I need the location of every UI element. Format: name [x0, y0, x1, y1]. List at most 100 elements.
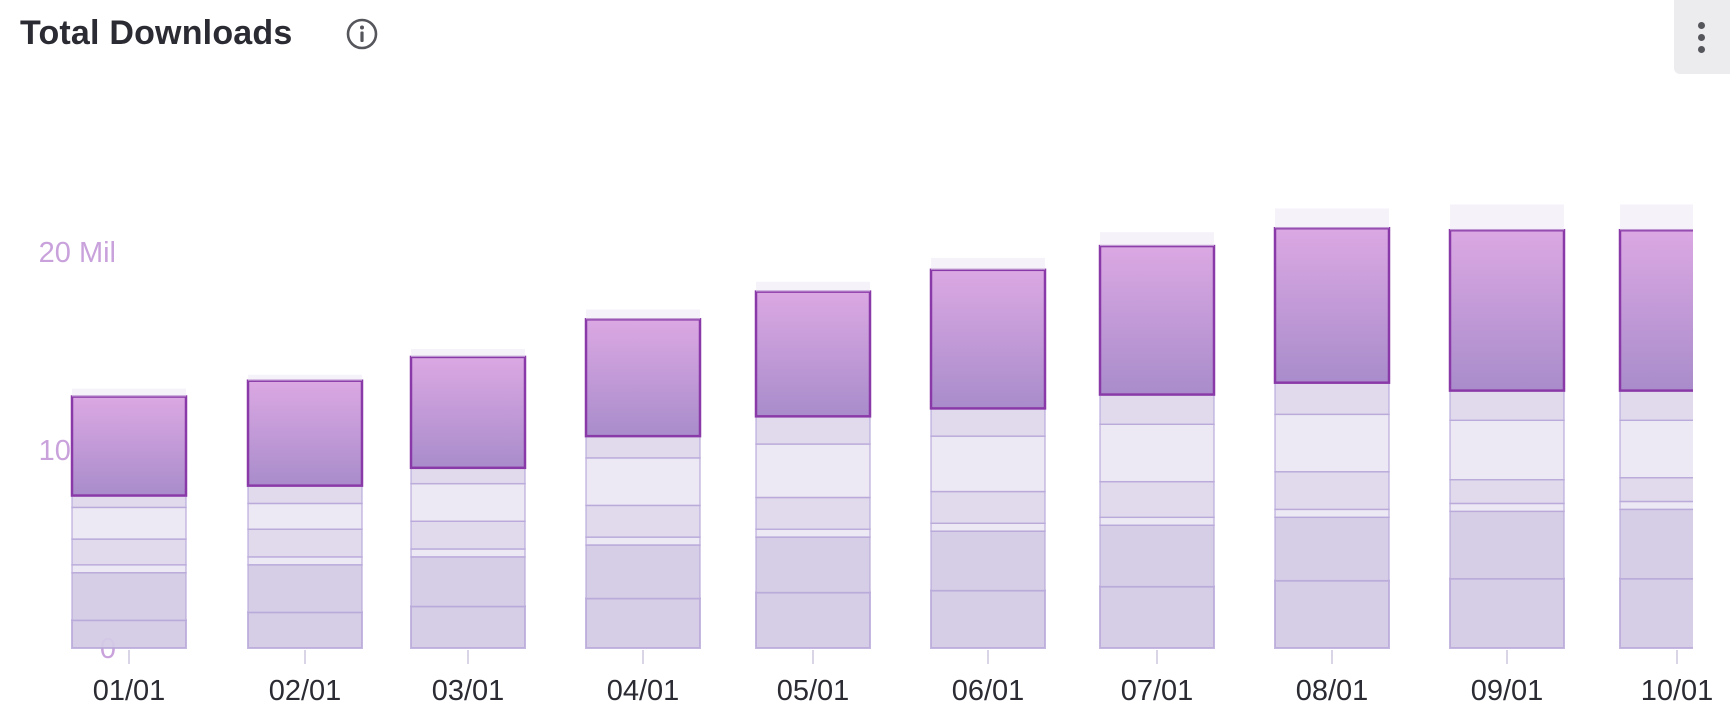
- bar-segment[interactable]: [72, 388, 186, 397]
- bar-segment[interactable]: [1620, 204, 1730, 231]
- bar-segment[interactable]: [1449, 577, 1565, 650]
- bar-segment[interactable]: [71, 494, 187, 509]
- bar-segment[interactable]: [930, 530, 1046, 592]
- bar-segment[interactable]: [586, 309, 700, 320]
- bar-segment[interactable]: [1274, 516, 1390, 582]
- bar-segment[interactable]: [1099, 480, 1215, 519]
- bar-segment-primary[interactable]: [584, 318, 702, 438]
- bar-segment[interactable]: [1619, 419, 1730, 479]
- bar-stack[interactable]: [1273, 208, 1391, 649]
- bar-segment[interactable]: [930, 407, 1046, 437]
- bar-segment[interactable]: [755, 591, 871, 649]
- bar-segment[interactable]: [71, 619, 187, 650]
- bar-segment[interactable]: [410, 605, 526, 649]
- bar-segment[interactable]: [1099, 585, 1215, 649]
- bar-stack[interactable]: [1098, 232, 1216, 649]
- bar-stack[interactable]: [70, 388, 188, 650]
- bar-stack[interactable]: [1618, 204, 1730, 650]
- x-tick-label: 07/01: [1121, 675, 1194, 707]
- bar-segment[interactable]: [1619, 577, 1730, 650]
- bar-segment-primary[interactable]: [1098, 244, 1216, 396]
- bar-segment[interactable]: [247, 528, 363, 558]
- bar-segment-primary[interactable]: [246, 379, 364, 487]
- bar-segment[interactable]: [1100, 232, 1214, 247]
- bar-segment[interactable]: [71, 572, 187, 621]
- bar-segment[interactable]: [585, 544, 701, 600]
- bar-segment[interactable]: [71, 506, 187, 540]
- bar-segment[interactable]: [247, 484, 363, 505]
- bar-segment[interactable]: [930, 435, 1046, 493]
- more-vertical-icon[interactable]: [1674, 0, 1730, 74]
- bar-segment[interactable]: [756, 281, 870, 292]
- bar-segment[interactable]: [71, 564, 187, 574]
- bar-segment[interactable]: [585, 457, 701, 507]
- bar-segment[interactable]: [1449, 389, 1565, 422]
- bar-segment-primary[interactable]: [929, 268, 1047, 410]
- bar-segment[interactable]: [1619, 389, 1730, 422]
- x-axis: 01/01 02/01 03/01 04/01 05/01 06/01 07/01 08/01…: [93, 650, 1713, 707]
- bar-segment[interactable]: [755, 536, 871, 594]
- bar-segment[interactable]: [1619, 508, 1730, 580]
- bar-stack[interactable]: [754, 281, 872, 649]
- bar-segment-primary[interactable]: [409, 355, 527, 470]
- bar-segment-primary[interactable]: [754, 290, 872, 418]
- bar-segment[interactable]: [585, 504, 701, 538]
- bar-segment[interactable]: [71, 538, 187, 566]
- bars-group: [70, 204, 1730, 650]
- bar-segment[interactable]: [1274, 381, 1390, 416]
- bar-segment[interactable]: [1274, 471, 1390, 511]
- bar-segment[interactable]: [411, 349, 525, 357]
- bar-segment[interactable]: [1274, 579, 1390, 649]
- bar-segment[interactable]: [585, 536, 701, 546]
- bar-segment[interactable]: [1099, 516, 1215, 526]
- chart-title: Total Downloads: [20, 14, 293, 52]
- bar-segment-primary[interactable]: [1273, 226, 1391, 384]
- bar-segment[interactable]: [930, 490, 1046, 524]
- bar-segment[interactable]: [410, 548, 526, 558]
- bar-segment[interactable]: [755, 528, 871, 538]
- bar-segment[interactable]: [930, 522, 1046, 532]
- bar-segment[interactable]: [1450, 204, 1564, 231]
- bar-segment[interactable]: [247, 556, 363, 566]
- bar-segment[interactable]: [1619, 477, 1730, 503]
- bar-segment[interactable]: [1449, 419, 1565, 481]
- bar-segment[interactable]: [410, 520, 526, 550]
- bar-segment[interactable]: [1449, 502, 1565, 513]
- bar-segment-primary[interactable]: [70, 395, 188, 497]
- bar-segment[interactable]: [1275, 208, 1389, 229]
- bar-segment[interactable]: [585, 435, 701, 459]
- bar-segment[interactable]: [1449, 510, 1565, 580]
- bar-segment[interactable]: [1619, 500, 1730, 511]
- bar-segment[interactable]: [1274, 413, 1390, 473]
- bar-segment[interactable]: [1449, 479, 1565, 505]
- bar-segment[interactable]: [1099, 524, 1215, 588]
- bar-stack[interactable]: [929, 257, 1047, 650]
- bar-segment[interactable]: [931, 257, 1045, 270]
- bar-stack[interactable]: [246, 374, 364, 649]
- bar-segment-primary[interactable]: [1618, 228, 1730, 392]
- bar-segment[interactable]: [248, 374, 362, 381]
- bar-segment[interactable]: [247, 611, 363, 649]
- bar-stack[interactable]: [409, 349, 527, 649]
- bar-segment[interactable]: [930, 589, 1046, 650]
- x-tick-label: 06/01: [952, 675, 1025, 707]
- bar-segment[interactable]: [755, 496, 871, 530]
- bar-segment[interactable]: [247, 564, 363, 614]
- x-tick-label: 09/01: [1471, 675, 1544, 707]
- bar-segment[interactable]: [410, 556, 526, 608]
- bar-segment[interactable]: [410, 482, 526, 522]
- bar-segment[interactable]: [410, 467, 526, 485]
- bar-segment-primary[interactable]: [1448, 228, 1566, 392]
- bar-stack[interactable]: [1448, 204, 1566, 650]
- bar-segment[interactable]: [1099, 393, 1215, 425]
- menu-dot: [1698, 46, 1705, 53]
- bar-stack[interactable]: [584, 309, 702, 649]
- info-circle-icon[interactable]: [343, 15, 381, 53]
- bar-segment[interactable]: [585, 597, 701, 649]
- x-tick-label: 04/01: [607, 675, 680, 707]
- bar-segment[interactable]: [1099, 423, 1215, 483]
- bar-segment[interactable]: [755, 443, 871, 499]
- bar-segment[interactable]: [755, 415, 871, 445]
- bar-segment[interactable]: [1274, 508, 1390, 519]
- bar-segment[interactable]: [247, 502, 363, 530]
